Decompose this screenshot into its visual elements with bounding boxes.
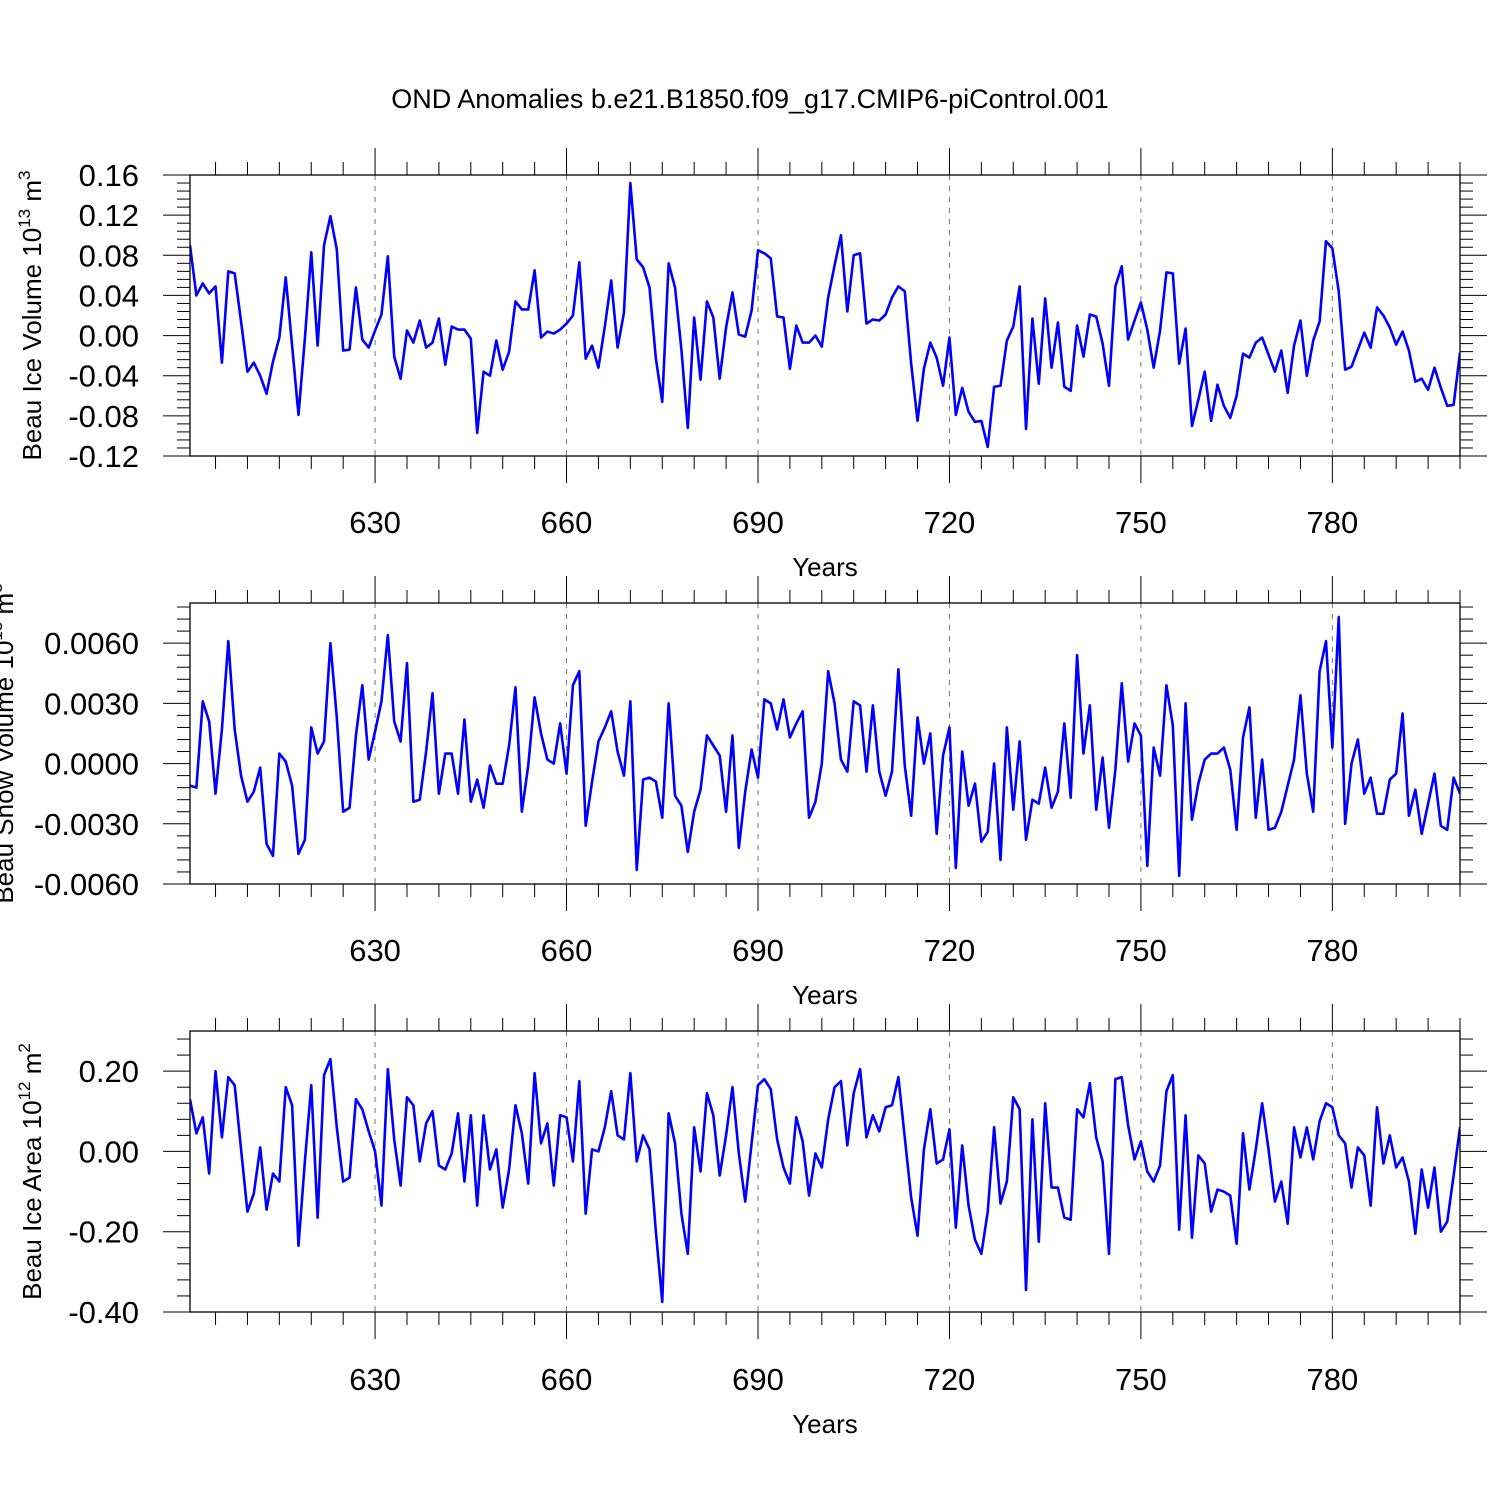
y-tick-label: -0.08 bbox=[68, 399, 139, 434]
y-tick-label: 0.20 bbox=[79, 1054, 139, 1089]
series-line bbox=[190, 181, 1460, 449]
x-tick-label: 660 bbox=[541, 933, 593, 968]
x-axis-label: Years bbox=[792, 980, 858, 1010]
panel-ice-volume: 630 660 690 720 750 780 Years -0.12 -0.08 -0.04 0.… bbox=[15, 148, 1487, 582]
y-tick-label: 0.08 bbox=[79, 238, 139, 273]
x-tick-label: 690 bbox=[732, 505, 784, 540]
plot-frame bbox=[189, 174, 1461, 457]
x-tick-label: 630 bbox=[349, 1362, 401, 1397]
y-tick-label: 0.0060 bbox=[44, 626, 139, 661]
x-tick-label: 780 bbox=[1306, 1362, 1358, 1397]
y-tick-label: 0.16 bbox=[79, 158, 139, 193]
y-axis-label: Beau Snow Volume 1013 m3 bbox=[0, 583, 19, 903]
series-line bbox=[190, 1057, 1460, 1304]
x-tick-label: 690 bbox=[732, 1362, 784, 1397]
chart-title: OND Anomalies b.e21.B1850.f09_g17.CMIP6-… bbox=[391, 84, 1109, 114]
x-tick-label: 750 bbox=[1115, 1362, 1167, 1397]
y-tick-label: -0.40 bbox=[68, 1295, 139, 1330]
y-tick-label: -0.20 bbox=[68, 1215, 139, 1250]
x-tick-label: 780 bbox=[1306, 933, 1358, 968]
x-axis-label: Years bbox=[792, 1409, 858, 1439]
y-tick-label: 0.0000 bbox=[44, 747, 139, 782]
y-tick-label: -0.0060 bbox=[34, 867, 139, 902]
x-tick-label: 780 bbox=[1306, 505, 1358, 540]
y-tick-label: -0.12 bbox=[68, 439, 139, 474]
x-tick-label: 690 bbox=[732, 933, 784, 968]
x-axis-label: Years bbox=[792, 552, 858, 582]
x-tick-label: 630 bbox=[349, 933, 401, 968]
y-tick-label: 0.0030 bbox=[44, 686, 139, 721]
y-tick-label: 0.00 bbox=[79, 319, 139, 354]
x-tick-label: 720 bbox=[924, 1362, 976, 1397]
y-tick-label: -0.04 bbox=[68, 359, 139, 394]
x-tick-label: 660 bbox=[541, 1362, 593, 1397]
panel-snow-volume: 630 660 690 720 750 780 Years -0.0060 -0.0030 0.0… bbox=[0, 576, 1487, 1010]
y-axis-label: Beau Ice Area 1012 m2 bbox=[15, 1043, 47, 1300]
plot-frame bbox=[189, 1030, 1461, 1313]
plot-frame bbox=[189, 602, 1461, 885]
x-tick-label: 630 bbox=[349, 505, 401, 540]
x-tick-label: 750 bbox=[1115, 933, 1167, 968]
panel-ice-area: 630 660 690 720 750 780 Years -0.40 -0.20 0.00 0.2… bbox=[15, 1004, 1487, 1439]
y-tick-label: -0.0030 bbox=[34, 807, 139, 842]
y-tick-label: 0.12 bbox=[79, 198, 139, 233]
x-tick-label: 720 bbox=[924, 505, 976, 540]
x-tick-label: 720 bbox=[924, 933, 976, 968]
y-axis-label: Beau Ice Volume 1013 m3 bbox=[15, 171, 47, 461]
x-tick-label: 660 bbox=[541, 505, 593, 540]
series-line bbox=[190, 615, 1460, 878]
x-tick-label: 750 bbox=[1115, 505, 1167, 540]
y-tick-label: 0.04 bbox=[79, 278, 139, 313]
y-tick-label: 0.00 bbox=[79, 1134, 139, 1169]
